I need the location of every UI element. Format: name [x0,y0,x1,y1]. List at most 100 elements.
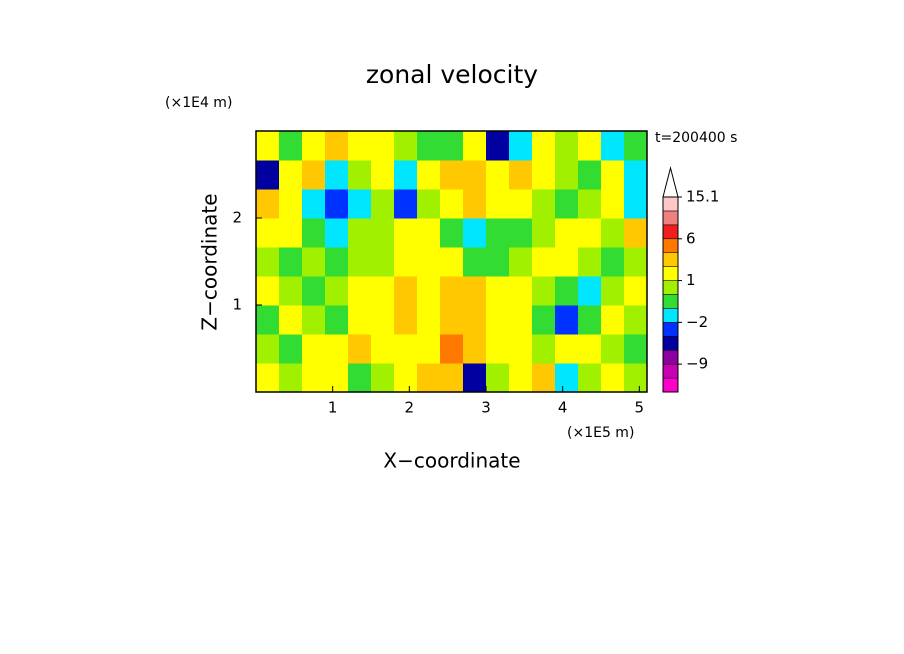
contour-cell [371,362,395,393]
contour-cell [624,218,648,248]
contour-cell [279,160,303,190]
contour-cell [509,334,533,364]
contour-cell [601,188,625,219]
contour-cell [325,188,349,219]
y-tick-label: 2 [232,209,242,227]
colorbar-band [662,377,679,393]
contour-cell [486,218,510,248]
contour-cell [463,160,487,190]
contour-cell [509,275,533,306]
contour-cell [463,247,487,277]
contour-cell [417,305,441,335]
contour-cell [509,247,533,277]
contour-cell [532,160,556,190]
colorbar-tick-label: 15.1 [686,188,719,206]
contour-cell [325,275,349,306]
contour-cell [624,247,648,277]
contour-cell [302,160,326,190]
colorbar-band [662,349,679,365]
contour-cell [440,218,464,248]
contour-cell [463,188,487,219]
contour-cell [624,188,648,219]
contour-cell [371,218,395,248]
contour-cell [256,362,280,393]
time-label: t=200400 s [655,130,737,146]
contour-cell [256,160,280,190]
contour-cell [555,188,579,219]
contour-cell [302,131,326,161]
contour-cell [532,131,556,161]
contour-cell [555,160,579,190]
contour-cell [532,362,556,393]
contour-cell [256,334,280,364]
contour-cell [463,334,487,364]
contour-cell [509,218,533,248]
contour-cell [555,362,579,393]
contour-cell [302,305,326,335]
contour-cell [532,334,556,364]
contour-cell [532,218,556,248]
colorbar-tick-label: 1 [686,271,696,289]
contour-cell [417,131,441,161]
contour-cell [394,218,418,248]
contour-cell [509,131,533,161]
contour-cell [394,247,418,277]
contour-cell [486,160,510,190]
x-axis-label: X−coordinate [383,449,520,473]
contour-cell [394,305,418,335]
contour-cell [348,334,372,364]
x-tick-label: 5 [635,399,645,417]
contour-cell [279,218,303,248]
contour-cell [463,362,487,393]
contour-cell [624,160,648,190]
contour-cell [440,362,464,393]
contour-cell [279,305,303,335]
contour-cell [601,334,625,364]
contour-cell [302,188,326,219]
contour-cell [624,131,648,161]
colorbar-overflow [662,166,679,198]
chart-title: zonal velocity [366,60,538,89]
contour-cell [601,275,625,306]
contour-cell [325,362,349,393]
contour-cell [256,247,280,277]
contour-cell [486,188,510,219]
contour-cell [440,247,464,277]
contour-cell [325,334,349,364]
contour-cell [302,218,326,248]
contour-cell [532,305,556,335]
contour-cell [463,218,487,248]
contour-cell [578,305,602,335]
contour-cell [440,305,464,335]
contour-cell [463,131,487,161]
contour-cell [624,334,648,364]
contour-cell [371,247,395,277]
colorbar-band [662,336,679,351]
colorbar-band [662,252,679,267]
contour-cell [601,362,625,393]
x-tick-label: 2 [405,399,415,417]
contour-cell [417,218,441,248]
contour-cell [394,160,418,190]
contour-field [256,131,648,393]
contour-cell [509,362,533,393]
contour-cell [463,305,487,335]
contour-cell [256,218,280,248]
contour-cell [440,275,464,306]
y-unit: (×1E4 m) [165,95,232,111]
contour-cell [279,131,303,161]
contour-cell [394,334,418,364]
contour-cell [440,131,464,161]
contour-cell [325,305,349,335]
contour-cell [601,131,625,161]
contour-cell [601,160,625,190]
colorbar-tick-label: 6 [686,229,696,247]
contour-cell [532,247,556,277]
contour-cell [279,188,303,219]
contour-cell [348,275,372,306]
contour-cell [394,362,418,393]
contour-cell [371,160,395,190]
x-tick-label: 4 [558,399,568,417]
contour-cell [578,218,602,248]
contour-cell [486,247,510,277]
